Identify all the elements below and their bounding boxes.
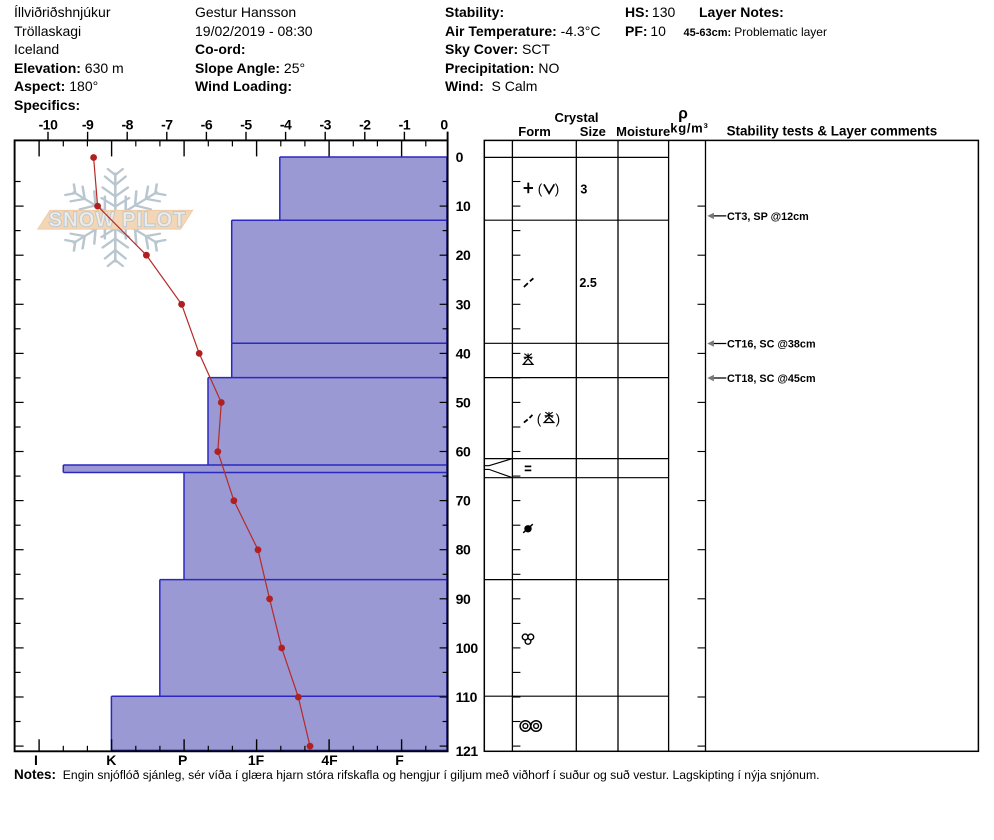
svg-text:60: 60 xyxy=(456,444,471,460)
svg-text:80: 80 xyxy=(456,542,471,558)
svg-text:F: F xyxy=(395,752,404,768)
svg-text:K: K xyxy=(106,752,116,768)
svg-text:CT16, SC @38cm: CT16, SC @38cm xyxy=(727,339,816,351)
svg-text:SNOW PILOT: SNOW PILOT xyxy=(49,207,187,231)
svg-text:90: 90 xyxy=(456,591,471,607)
svg-text:-3: -3 xyxy=(319,117,331,133)
svg-text:Size: Size xyxy=(580,124,606,139)
svg-text:-4: -4 xyxy=(280,117,292,133)
svg-text:ρ: ρ xyxy=(678,105,688,122)
svg-text:P: P xyxy=(178,752,187,768)
svg-text:CT18, SC @45cm: CT18, SC @45cm xyxy=(727,373,816,385)
svg-text:0: 0 xyxy=(440,117,448,133)
svg-text:10: 10 xyxy=(456,198,471,214)
svg-text:-1: -1 xyxy=(399,117,411,133)
svg-text:-6: -6 xyxy=(201,117,213,133)
svg-text:20: 20 xyxy=(456,247,471,263)
svg-text:CT3, SP @12cm: CT3, SP @12cm xyxy=(727,211,809,223)
svg-text:4F: 4F xyxy=(321,752,338,768)
svg-text:-10: -10 xyxy=(39,117,58,133)
svg-text:70: 70 xyxy=(456,493,471,509)
svg-text:0: 0 xyxy=(456,149,464,165)
svg-text:I: I xyxy=(34,752,38,768)
svg-text:40: 40 xyxy=(456,345,471,361)
svg-text:Stability tests & Layer commen: Stability tests & Layer comments xyxy=(727,124,938,139)
svg-text:100: 100 xyxy=(456,640,479,656)
svg-text:(: ( xyxy=(537,412,542,427)
svg-text:121: 121 xyxy=(456,743,479,759)
svg-text:-7: -7 xyxy=(161,117,173,133)
svg-text:Crystal: Crystal xyxy=(554,110,598,125)
svg-text:1F: 1F xyxy=(248,752,265,768)
svg-text:30: 30 xyxy=(456,296,471,312)
svg-text:): ) xyxy=(555,181,560,196)
svg-text:-5: -5 xyxy=(240,117,252,133)
svg-text:(: ( xyxy=(538,181,543,196)
svg-text:kg/m³: kg/m³ xyxy=(670,121,708,136)
svg-text:Moisture: Moisture xyxy=(616,124,670,139)
svg-text:50: 50 xyxy=(456,394,471,410)
svg-text:110: 110 xyxy=(456,689,478,705)
svg-text:): ) xyxy=(556,412,561,427)
svg-text:-2: -2 xyxy=(359,117,371,133)
svg-text:-9: -9 xyxy=(82,117,94,133)
svg-text:2.5: 2.5 xyxy=(579,276,596,290)
svg-text:-8: -8 xyxy=(121,117,133,133)
svg-text:Form: Form xyxy=(518,124,551,139)
svg-text:3: 3 xyxy=(580,183,587,197)
